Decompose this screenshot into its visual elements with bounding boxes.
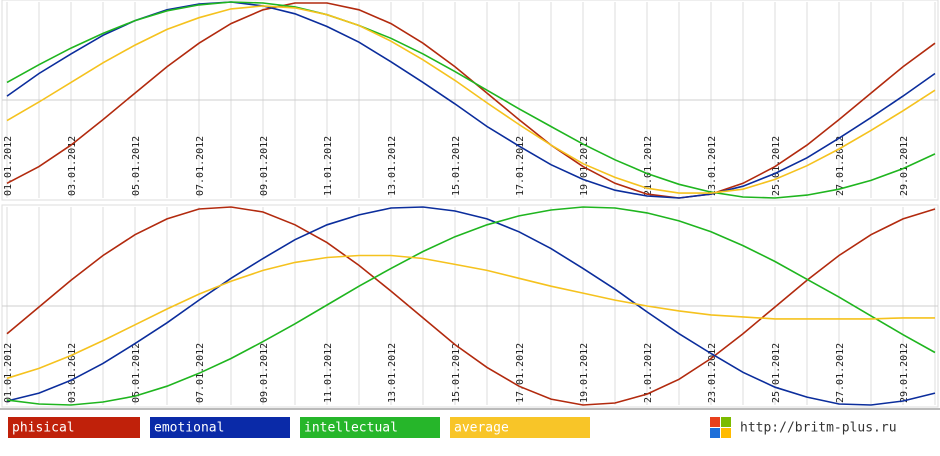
site-icon xyxy=(710,417,731,438)
icon-square xyxy=(721,428,731,438)
series-line xyxy=(6,206,936,406)
legend-swatch xyxy=(450,417,590,438)
legend-label: phisical xyxy=(12,421,75,436)
x-tick-label: 17.01.2012 xyxy=(515,343,526,403)
x-tick-label: 29.01.2012 xyxy=(899,343,910,403)
icon-square xyxy=(721,417,731,427)
series-line xyxy=(6,206,936,406)
x-tick-label: 21.01.2012 xyxy=(643,343,654,403)
x-tick-label: 19.01.2012 xyxy=(579,343,590,403)
x-tick-label: 15.01.2012 xyxy=(451,136,462,196)
x-tick-label: 11.01.2012 xyxy=(323,136,334,196)
site-url: http://britm-plus.ru xyxy=(740,421,897,436)
x-tick-label: 19.01.2012 xyxy=(579,136,590,196)
x-tick-label: 15.01.2012 xyxy=(451,343,462,403)
icon-square xyxy=(710,417,720,427)
x-tick-label: 13.01.2012 xyxy=(387,136,398,196)
series-line xyxy=(6,2,936,199)
x-tick-label: 13.01.2012 xyxy=(387,343,398,403)
x-tick-label: 07.01.2012 xyxy=(195,136,206,196)
legend-label: average xyxy=(454,421,509,436)
x-tick-label: 25.01.2012 xyxy=(771,343,782,403)
icon-square xyxy=(710,428,720,438)
x-tick-label: 01.01.2012 xyxy=(3,136,14,196)
legend-swatch xyxy=(150,417,290,438)
x-tick-label: 23.01.2012 xyxy=(707,343,718,403)
series-line xyxy=(6,5,936,194)
x-tick-label: 01.01.2012 xyxy=(3,343,14,403)
x-tick-label: 29.01.2012 xyxy=(899,136,910,196)
x-tick-label: 27.01.2012 xyxy=(835,343,846,403)
x-tick-label: 05.01.2012 xyxy=(131,136,142,196)
x-tick-label: 11.01.2012 xyxy=(323,343,334,403)
x-tick-label: 03.01.2012 xyxy=(67,136,78,196)
legend-label: intellectual xyxy=(304,421,398,436)
x-tick-label: 17.01.2012 xyxy=(515,136,526,196)
x-tick-label: 05.01.2012 xyxy=(131,343,142,403)
legend-swatch xyxy=(300,417,440,438)
series-line xyxy=(6,1,936,199)
x-tick-label: 03.01.2012 xyxy=(67,343,78,403)
series-line xyxy=(6,206,936,406)
legend-swatch xyxy=(8,417,140,438)
x-tick-label: 09.01.2012 xyxy=(259,343,270,403)
legend-label: emotional xyxy=(154,421,224,436)
x-tick-label: 23.01.2012 xyxy=(707,136,718,196)
x-tick-label: 09.01.2012 xyxy=(259,136,270,196)
series-line xyxy=(6,254,935,380)
x-tick-label: 27.01.2012 xyxy=(835,136,846,196)
x-tick-label: 21.01.2012 xyxy=(643,136,654,196)
